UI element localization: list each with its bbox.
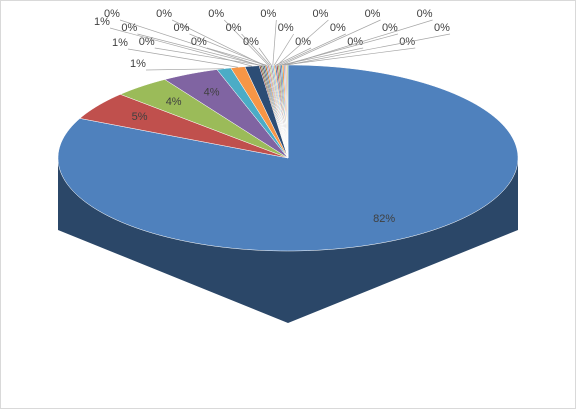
- data-label: 0%: [434, 22, 450, 34]
- leader-line: [119, 19, 260, 67]
- data-label: 1%: [112, 37, 128, 49]
- data-label: 0%: [330, 22, 346, 34]
- slice: [79, 94, 289, 159]
- data-label: 1%: [130, 58, 146, 70]
- data-label: 82%: [373, 213, 395, 225]
- data-label: 0%: [104, 8, 120, 20]
- leader-line: [189, 33, 266, 66]
- leader-line: [284, 47, 416, 66]
- leader-line: [272, 19, 277, 66]
- slice-side: [58, 158, 518, 323]
- data-label: 0%: [208, 8, 224, 20]
- data-label: 0%: [226, 22, 242, 34]
- leader-line: [206, 47, 268, 66]
- data-label: 0%: [191, 36, 207, 48]
- leader-line: [171, 19, 265, 66]
- leader-line: [137, 33, 262, 66]
- leader-line: [275, 47, 312, 66]
- data-label: 0%: [260, 8, 276, 20]
- data-label: 0%: [417, 8, 433, 20]
- leader-line: [145, 68, 224, 71]
- data-label: 4%: [166, 96, 182, 108]
- slice: [119, 79, 289, 159]
- leader-line: [154, 47, 263, 66]
- data-label: 4%: [204, 86, 220, 98]
- leader-line: [278, 33, 346, 66]
- leader-line: [287, 33, 451, 66]
- leader-line: [281, 19, 381, 66]
- data-label: 0%: [121, 22, 137, 34]
- data-label: 0%: [156, 8, 172, 20]
- slice: [164, 69, 289, 159]
- data-label: 0%: [174, 22, 190, 34]
- data-label: 1%: [94, 16, 110, 28]
- data-label: 0%: [312, 8, 328, 20]
- data-label: 0%: [382, 22, 398, 34]
- data-label: 0%: [365, 8, 381, 20]
- leader-line: [285, 19, 433, 66]
- leader-line: [273, 33, 294, 66]
- data-label: 5%: [132, 111, 148, 123]
- leader-line: [127, 48, 238, 68]
- data-label: 0%: [278, 22, 294, 34]
- data-label: 0%: [243, 36, 259, 48]
- leader-line: [241, 33, 271, 66]
- leader-line: [258, 47, 272, 66]
- data-label: 0%: [139, 36, 155, 48]
- leader-line: [223, 19, 269, 66]
- leader-line: [276, 19, 329, 66]
